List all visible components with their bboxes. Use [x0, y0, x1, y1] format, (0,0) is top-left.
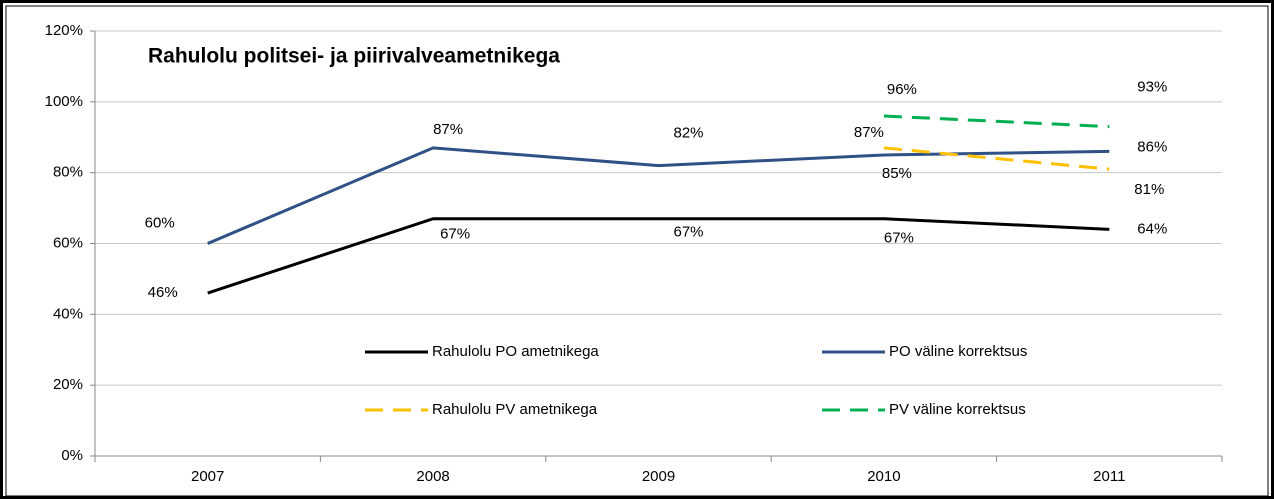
series-line — [883, 146, 1110, 171]
data-label: 67% — [440, 226, 470, 243]
legend-label: PO väline korrektsus — [889, 343, 1027, 360]
data-label: 86% — [1137, 138, 1167, 155]
data-label: 85% — [882, 165, 912, 182]
y-tick-label: 40% — [53, 305, 83, 322]
data-label: 46% — [148, 284, 178, 301]
data-label: 64% — [1137, 220, 1167, 237]
data-label: 67% — [673, 224, 703, 241]
x-tick-label: 2010 — [867, 468, 900, 485]
series-line — [207, 217, 1110, 295]
y-tick-label: 20% — [53, 376, 83, 393]
series-line — [883, 114, 1110, 129]
data-label: 87% — [433, 121, 463, 138]
data-label: 87% — [854, 124, 884, 141]
y-tick-label: 0% — [61, 447, 83, 464]
x-tick-label: 2008 — [416, 468, 449, 485]
y-tick-label: 100% — [45, 93, 83, 110]
chart-title: Rahulolu politsei- ja piirivalveametnike… — [148, 45, 560, 68]
y-tick-label: 120% — [45, 22, 83, 39]
x-tick-label: 2011 — [1093, 468, 1125, 485]
data-label: 82% — [673, 125, 703, 142]
data-label: 81% — [1134, 181, 1164, 198]
data-label: 96% — [887, 81, 917, 98]
y-tick-label: 60% — [53, 234, 83, 251]
legend-label: PV väline korrektsus — [889, 401, 1026, 418]
data-label: 93% — [1137, 79, 1167, 96]
series-line — [207, 146, 1110, 245]
legend-label: Rahulolu PO ametnikega — [432, 343, 599, 360]
legend-label: Rahulolu PV ametnikega — [432, 401, 598, 418]
frame-inner — [5, 5, 1269, 497]
y-tick-label: 80% — [53, 164, 83, 181]
x-tick-label: 2009 — [642, 468, 675, 485]
x-tick-label: 2007 — [191, 468, 224, 485]
data-label: 60% — [145, 214, 175, 231]
data-label: 67% — [884, 230, 914, 247]
